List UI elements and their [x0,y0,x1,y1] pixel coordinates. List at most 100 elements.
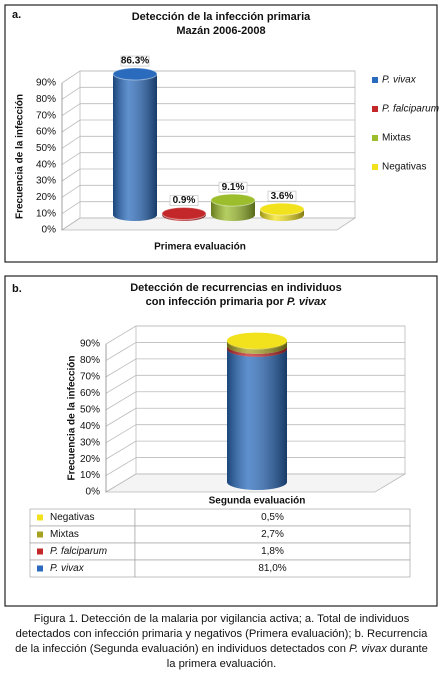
table-cell [134,559,411,578]
legend-label: Mixtas [50,529,79,540]
y-tick-label: 40% [80,421,100,432]
bar-shade [211,200,255,221]
y-tick-label: 30% [80,437,100,448]
bar-top [227,332,287,349]
y-tick-label: 80% [36,94,56,105]
grid-line [61,201,81,214]
figure-caption: Figura 1. Detección de la malaria por vi… [14,612,429,672]
grid-line [61,136,81,149]
legend-swatch [372,135,378,141]
chart-title: Detección de la infección primaria [132,11,311,23]
y-tick-label: 90% [36,78,56,89]
grid-line [61,217,81,231]
legend-label: P. falciparum [50,546,107,557]
bar-shade [260,209,304,221]
bar-top [259,202,305,216]
grid-line [105,473,137,493]
table-cell [29,525,136,544]
y-tick-label: 0% [42,225,57,236]
x-axis-label: Segunda evaluación [209,496,306,507]
grid-line [105,440,137,460]
grid-line [105,358,137,378]
bar-shade [227,341,287,354]
data-label-box [169,195,199,206]
y-axis-label: Frecuencia de la infección [67,355,78,480]
panel-label: b. [12,283,22,295]
caption-italic: P. vivax [349,643,387,655]
table-value: 1,8% [261,546,284,557]
legend-swatch [37,531,43,538]
legend-label: P. falciparum [382,104,439,115]
grid-line [61,119,81,133]
chart-title-italic: P. vivax [287,296,327,308]
bar-shade [162,213,206,221]
legend-label: Negativas [382,162,426,173]
chart-title: con infección primaria por P. vivax [146,296,328,308]
grid-line [105,391,137,411]
bar-top [112,67,158,81]
data-label: 0.9% [173,195,196,206]
table-value: 0,5% [261,512,284,523]
grid-line [105,407,137,427]
grid-line [105,325,137,345]
x-axis-label: Primera evaluación [154,242,246,253]
bar-shade [113,74,157,221]
floor [60,217,357,231]
chart-subtitle: Mazán 2006-2008 [176,25,265,37]
y-tick-label: 80% [80,355,100,366]
table-value: 2,7% [261,529,284,540]
y-tick-label: 70% [80,372,100,383]
grid-line [105,342,137,361]
y-tick-label: 70% [36,110,56,121]
y-tick-label: 20% [80,454,100,465]
bar-shade [227,348,287,490]
panel-label: a. [12,9,21,21]
grid-line [105,457,137,476]
data-label: 3.6% [271,191,294,202]
caption-text: Figura 1. Detección de la malaria por vi… [15,613,428,655]
y-tick-label: 50% [80,404,100,415]
legend-swatch [372,164,378,170]
legend-label: P. vivax [382,75,417,86]
grid-line [61,168,81,182]
y-tick-label: 10% [80,470,100,481]
legend-label: Mixtas [382,133,411,144]
y-tick-label: 10% [36,208,56,219]
legend-label: Negativas [50,512,94,523]
y-tick-label: 50% [36,143,56,154]
y-tick-label: 90% [80,339,100,350]
y-tick-label: 40% [36,159,56,170]
legend-swatch [372,106,378,112]
bar-shade [227,345,287,357]
caption-text: durante la primera evaluación. [166,643,428,670]
grid-line [105,374,137,394]
data-label-box [267,190,297,202]
y-tick-label: 0% [86,487,101,498]
y-tick-label: 30% [36,176,56,187]
y-tick-label: 60% [80,388,100,399]
y-tick-label: 60% [36,127,56,138]
data-label: 9.1% [222,182,245,193]
legend-label: P. vivax [50,563,85,574]
chart-title-part: con infección primaria por [146,296,287,308]
legend-swatch [372,77,378,83]
data-label: 86.3% [121,56,149,67]
grid-line [61,103,81,116]
grid-line [61,185,81,198]
table-value: 81,0% [258,563,286,574]
legend-swatch [37,565,43,572]
grid-line [105,424,137,444]
y-tick-label: 20% [36,192,56,203]
legend-swatch [37,548,43,555]
y-axis-label: Frecuencia de la infección [15,94,26,219]
data-label-box [218,181,248,193]
bar-top [210,193,256,207]
chart-title: Detección de recurrencias en individuos [130,282,342,294]
data-label-box [120,55,150,67]
grid-line [61,87,81,100]
grid-line [61,152,81,165]
bar-top [161,207,207,221]
grid-line [61,70,81,84]
legend-swatch [37,514,43,521]
